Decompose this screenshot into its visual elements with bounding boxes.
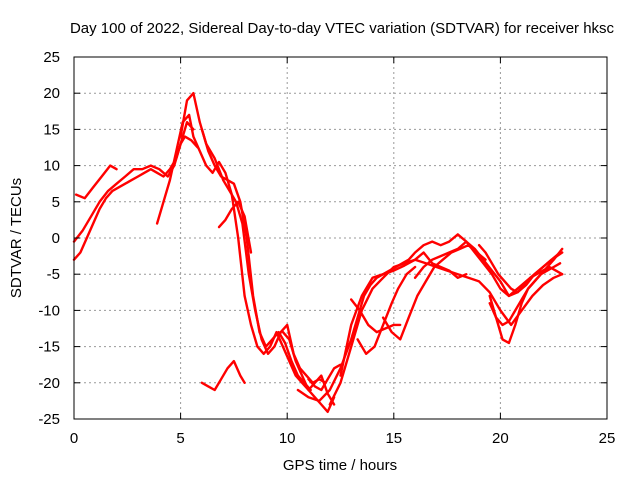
y-tick-label: 20 [43,85,60,102]
chart-title: Day 100 of 2022, Sidereal Day-to-day VTE… [70,20,615,37]
series-line-satellite-1 [72,135,199,261]
x-axis-label: GPS time / hours [283,457,397,474]
series-line-satellite-6 [200,128,312,392]
y-tick-label: -15 [38,339,60,356]
y-tick-label: -10 [38,302,60,319]
x-tick-label: 0 [70,430,78,447]
axis-ticks [73,56,608,420]
series-line-satellite-13 [356,265,417,355]
series-line-satellite-4 [155,113,336,413]
y-tick-label: 10 [43,158,60,175]
series-line-satellite-15 [413,240,564,298]
y-tick-labels: -25 -20 -15 -10 -5 0 5 10 15 20 25 [38,49,60,428]
y-tick-label: 0 [52,230,60,247]
series-line-satellite-12 [350,298,402,334]
series-line-satellite-14 [381,243,487,341]
series-line-satellite-7 [217,200,253,254]
series-line-satellite-18 [477,243,564,294]
x-tick-label: 5 [176,430,184,447]
series-line-satellite-17 [488,247,564,345]
y-tick-label: -20 [38,375,60,392]
x-tick-labels: 0 5 10 15 20 25 [70,430,616,447]
series-line-satellite-20 [307,363,342,392]
series-line-satellite-3 [74,164,118,200]
y-tick-label: 5 [52,194,60,211]
x-tick-label: 15 [385,430,402,447]
series-line-satellite-19 [281,330,336,406]
series-line-satellite-8 [200,359,246,392]
series-line-satellite-5 [179,91,327,384]
y-tick-label: -25 [38,411,60,428]
series-traces [72,91,564,413]
y-tick-label: 15 [43,121,60,138]
x-tick-label: 10 [279,430,296,447]
x-tick-label: 25 [599,430,616,447]
series-line-satellite-2 [72,120,195,243]
y-tick-label: -5 [47,266,60,283]
y-tick-label: 25 [43,49,60,66]
series-line-satellite-11 [339,251,468,377]
x-tick-label: 20 [492,430,509,447]
y-axis-label: SDTVAR / TECUs [8,178,25,298]
